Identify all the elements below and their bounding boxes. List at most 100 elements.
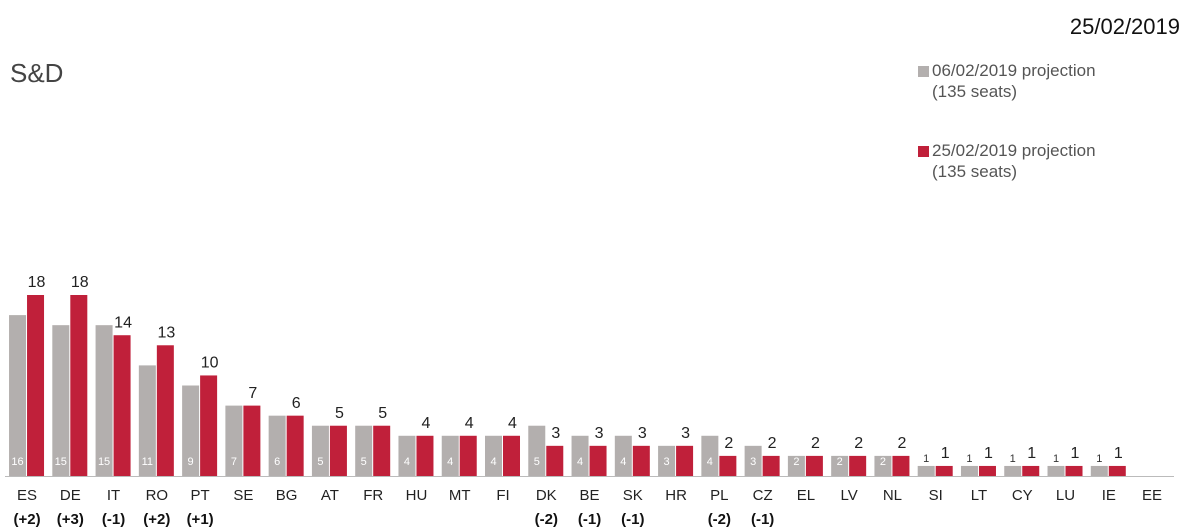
x-tick-label: ES [17,487,37,504]
chart-title: S&D [10,58,63,88]
bar [355,425,373,476]
x-tick-label: FI [496,487,509,504]
value-label: 4 [508,415,517,432]
x-tick-label: PL [710,487,728,504]
value-label: 1 [1071,445,1080,462]
bar [1065,465,1083,476]
x-tick-label: BE [580,487,600,504]
value-label: 1 [923,453,929,465]
value-label: 4 [490,456,496,468]
value-label: 4 [620,456,626,468]
bar [459,435,477,476]
bar [70,295,88,476]
value-label: 9 [188,456,194,468]
value-label: 5 [534,456,540,468]
date: 25/02/2019 [1070,14,1180,39]
bar [676,445,694,476]
value-label: 16 [11,456,23,468]
bar [225,405,243,476]
value-label: 6 [274,456,280,468]
bar [892,455,910,476]
bar [95,325,113,476]
bar [268,415,286,476]
bar [719,455,737,476]
bar [286,415,304,476]
value-label: 3 [750,456,756,468]
bar [113,335,131,476]
value-label: 3 [638,425,647,442]
value-label: 7 [248,385,257,402]
bar [960,465,978,476]
x-tick-label: DE [60,487,81,504]
x-tick-label: CZ [753,487,773,504]
value-label: 1 [1096,453,1102,465]
bar [373,425,391,476]
x-tick-label: SK [623,487,643,504]
value-label: 13 [157,324,175,341]
value-label: 4 [465,415,474,432]
change-label: (+3) [57,511,84,528]
value-label: 1 [941,445,950,462]
bar [571,435,589,476]
bar [52,325,70,476]
x-tick-label: AT [321,487,339,504]
bar [917,465,935,476]
bar [27,295,45,476]
change-label: (-1) [751,511,774,528]
bar [156,345,174,476]
bar [614,435,632,476]
value-label: 6 [292,395,301,412]
bar [978,465,996,476]
value-label: 5 [317,456,323,468]
x-tick-label: HU [406,487,428,504]
change-label: (-2) [708,511,731,528]
change-label: (+2) [143,511,170,528]
value-label: 18 [71,274,89,291]
value-label: 5 [335,405,344,422]
value-label: 1 [1010,453,1016,465]
value-label: 2 [854,435,863,452]
value-label: 15 [55,456,67,468]
x-tick-label: SI [929,487,943,504]
x-tick-label: RO [146,487,169,504]
bar [546,445,564,476]
bar [311,425,329,476]
bar [1047,465,1065,476]
value-label: 2 [897,435,906,452]
x-tick-label: MT [449,487,471,504]
bar [658,445,676,476]
change-label: (-2) [535,511,558,528]
bar [1108,465,1126,476]
value-label: 11 [142,456,153,468]
bar [329,425,347,476]
value-label: 5 [361,456,367,468]
value-label: 2 [811,435,820,452]
bar [744,445,762,476]
bar [787,455,805,476]
x-tick-label: LU [1056,487,1075,504]
bar [138,365,156,476]
bar [805,455,823,476]
value-label: 4 [422,415,431,432]
bar [503,435,521,476]
bar [1022,465,1040,476]
value-label: 4 [404,456,410,468]
bar [1090,465,1108,476]
legend-label: 06/02/2019 projection (135 seats) [932,61,1096,101]
bar [849,455,867,476]
change-label: (-1) [621,511,644,528]
x-tick-label: LV [841,487,858,504]
legend-swatch [918,66,929,77]
bar [528,425,546,476]
bar [416,435,434,476]
bar [874,455,892,476]
x-tick-label: CY [1012,487,1033,504]
value-label: 1 [984,445,993,462]
x-tick-label: IE [1102,487,1116,504]
bar [589,445,607,476]
x-tick-label: EE [1142,487,1162,504]
x-tick-label: LT [971,487,987,504]
x-tick-label: EL [797,487,815,504]
